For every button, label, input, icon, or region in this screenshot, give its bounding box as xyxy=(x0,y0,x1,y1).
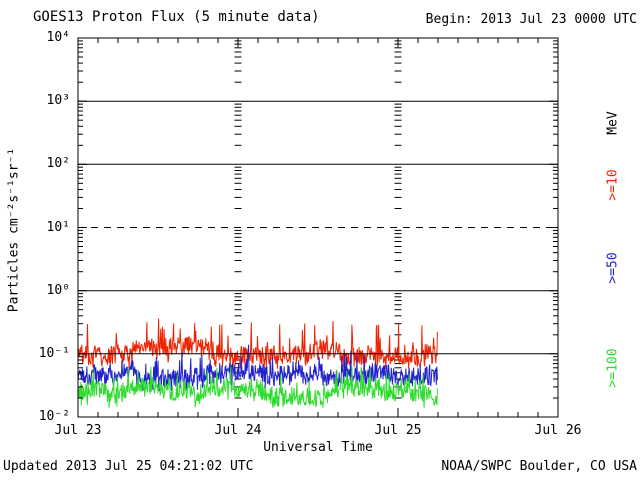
series-label-ge10: >=10 xyxy=(605,169,621,201)
x-axis-title: Universal Time xyxy=(263,440,373,455)
y-tick-label: 10¹ xyxy=(46,220,70,235)
data-source: NOAA/SWPC Boulder, CO USA xyxy=(441,459,637,474)
y-tick-label: 10⁻¹ xyxy=(38,346,70,361)
x-tick-label: Jul 24 xyxy=(214,423,262,438)
chart-title: GOES13 Proton Flux (5 minute data) xyxy=(33,9,320,25)
x-tick-label: Jul 23 xyxy=(54,423,102,438)
x-tick-label: Jul 25 xyxy=(374,423,422,438)
y-tick-label: 10⁻² xyxy=(38,409,70,424)
series-label-ge100: >=100 xyxy=(605,348,621,388)
unit-label: MeV xyxy=(605,111,621,135)
x-tick-label: Jul 26 xyxy=(534,423,582,438)
y-tick-label: 10³ xyxy=(46,93,70,108)
series-label-ge50: >=50 xyxy=(605,252,621,284)
y-axis-title: Particles cm⁻²s⁻¹sr⁻¹ xyxy=(6,147,22,313)
y-tick-label: 10² xyxy=(46,156,70,171)
y-tick-label: 10⁴ xyxy=(46,30,70,45)
updated-timestamp: Updated 2013 Jul 25 04:21:02 UTC xyxy=(3,459,254,474)
y-tick-label: 10⁰ xyxy=(46,283,70,298)
begin-timestamp: Begin: 2013 Jul 23 0000 UTC xyxy=(425,12,637,27)
